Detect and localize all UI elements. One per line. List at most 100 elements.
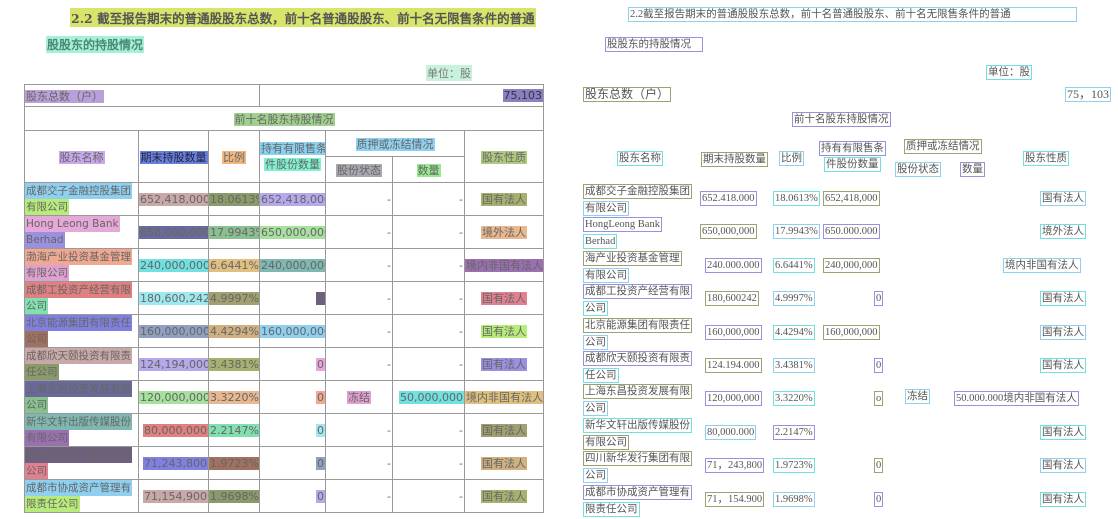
ocr-name-line: 北京能源集团有限责任: [583, 317, 692, 333]
ocr-ratio: 6.6441%: [773, 257, 815, 273]
ocr-ratio: 3.3220%: [773, 391, 815, 407]
ocr-qty: 652.418.000: [700, 191, 757, 206]
ocr-total-value: 75，103: [1065, 87, 1112, 102]
shares-held: 180,600,242: [139, 291, 208, 305]
share-ratio: 18.0613%: [209, 192, 259, 206]
shareholder-nature: 境外法人: [481, 226, 528, 239]
header-nature: 股东性质: [481, 150, 528, 164]
shareholder-nature: 国有法人: [481, 325, 528, 338]
ocr-nature: 国有法人: [1040, 291, 1086, 307]
shareholder-name-line: 有限公司: [25, 199, 69, 215]
ocr-restricted: 0: [874, 491, 884, 507]
ocr-name-line: 成都交子金融控股集团: [583, 184, 692, 199]
shareholder-name-line: 成都欣天颐投资有限责: [25, 348, 132, 364]
shareholder-table: 股东总数（户） 75,103 前十名股东持股情况 股东名称 期末持股数量 比例 …: [23, 84, 545, 513]
pledge-status: -: [387, 489, 392, 503]
shareholder-name-line: 上海东昌投资发展有限: [25, 381, 132, 397]
ocr-qty: 240.000.000: [705, 257, 762, 273]
shares-held: 650,000,000: [139, 225, 208, 239]
restricted-shares: 650,000,000: [260, 225, 325, 239]
pledge-qty: -: [459, 357, 464, 371]
share-ratio: 1.9723%: [209, 456, 259, 470]
restricted-shares: 0: [316, 489, 325, 503]
header-pledge: 质押或冻结情况: [355, 137, 435, 151]
pledge-status: -: [387, 225, 392, 239]
ocr-header: 股东名称: [617, 151, 663, 166]
shares-held: 120,000,000: [139, 390, 208, 404]
ocr-header: 股东性质: [1023, 151, 1069, 166]
ocr-header: 股份状态: [895, 162, 941, 177]
ocr-nature: 境外法人: [1040, 224, 1086, 240]
ocr-header: 持有有限售条: [819, 141, 886, 156]
shares-held: 240,000,000: [139, 258, 208, 272]
shareholder-name-line: 成都交子金融控股集团: [25, 183, 132, 199]
restricted-shares: 0: [316, 357, 325, 371]
shareholder-name-line: Hong Leong Bank: [25, 216, 120, 232]
ocr-qty: 80,000.000: [705, 424, 757, 440]
shareholder-name-line: 任公司: [25, 364, 59, 380]
shares-held: 71,243,800: [143, 456, 208, 470]
ocr-name-line: 成都欣天颐投资有限责: [583, 351, 692, 366]
ocr-ratio: 17.9943%: [773, 224, 820, 240]
restricted-shares: 0: [316, 456, 325, 470]
table-row: 渤海产业投资基金管理 有限公司 240,000,000 6.6441% 240,000,…: [24, 248, 545, 282]
restricted-shares: 0: [316, 390, 325, 404]
ocr-restricted: 160,000,000: [823, 324, 880, 340]
ocr-nature: 境内非国有法人: [1003, 257, 1081, 273]
pledge-status: -: [387, 456, 392, 470]
ocr-name-line: 限责任公司: [583, 501, 640, 517]
share-ratio: 3.3220%: [209, 390, 259, 404]
ocr-header: 比例: [779, 151, 804, 166]
ocr-restricted: 0: [874, 358, 884, 373]
share-ratio: 6.6441%: [209, 258, 259, 272]
ocr-ratio: 18.0613%: [773, 191, 820, 206]
ocr-name-line: 公司: [583, 301, 608, 317]
ocr-header: 质押或冻结情况: [904, 139, 982, 154]
shareholder-nature: 国有法人: [481, 457, 528, 470]
ocr-qty: 180,600242: [705, 291, 759, 307]
ocr-restricted: 0: [874, 291, 884, 307]
ocr-restricted: 650.000.000: [823, 224, 880, 240]
ocr-name-line: 上海东昌投资发展有限: [583, 384, 692, 400]
shareholder-name-line: Berhad: [25, 232, 65, 248]
ocr-name-line: 有限公司: [583, 434, 629, 450]
ocr-ratio: 1.9698%: [773, 491, 815, 507]
unit-label: 单位：股: [426, 65, 472, 81]
ocr-total-label: 股东总数（户）: [583, 87, 672, 102]
header-qty: 期末持股数量: [139, 150, 208, 164]
ocr-nature: 国有法人: [1040, 191, 1086, 206]
shares-held: 160,000,000: [139, 324, 208, 338]
shareholder-nature: 境内非国有法人: [465, 391, 544, 404]
restricted-shares: 0: [316, 291, 325, 305]
shareholder-name-line: 公司: [25, 397, 48, 413]
ocr-unit: 单位：股: [986, 65, 1032, 80]
header-ratio: 比例: [222, 150, 247, 164]
pledge-qty: -: [459, 225, 464, 239]
header-name: 股东名称: [58, 150, 105, 164]
total-shareholders-label: 股东总数（户）: [25, 89, 104, 103]
ocr-name-line: 海产业投资基金管理: [583, 250, 682, 266]
shareholder-name-line: 公司: [25, 463, 48, 479]
ocr-ratio: 1.9723%: [773, 458, 815, 474]
shares-held: 124,194,000: [139, 357, 208, 371]
ocr-qty: 120,000,000: [705, 391, 762, 407]
pledge-status: -: [387, 258, 392, 272]
ocr-name-line: 新华文轩出版传媒股份: [583, 417, 692, 433]
section-title: 2.2 截至报告期末的普通股股东总数，前十名普通股股东、前十名无限售条件的普通: [70, 8, 536, 27]
ocr-restricted: 240,000,000: [823, 257, 880, 273]
table-row: 北京能源集团有限责任 公司 160,000,000 4.4294% 160,000,00…: [24, 314, 545, 348]
ocr-name-line: 公司: [583, 468, 608, 484]
shareholder-nature: 国有法人: [481, 292, 528, 305]
ocr-name-line: 公司: [583, 401, 608, 417]
ocr-name-line: 成都工投资产经营有限: [583, 284, 692, 300]
total-shareholders-value: 75,103: [502, 89, 543, 102]
table-row: 成都市协成资产管理有 限责任公司 71,154,900 1.9698% 0 - - 国有法人: [24, 479, 545, 513]
share-ratio: 3.4381%: [209, 357, 259, 371]
shareholder-name-line: 北京能源集团有限责任: [25, 315, 132, 331]
share-ratio: 2.2147%: [209, 423, 259, 437]
table-row: 成都工投资产经营有限 公司 180,600,242 4.9997% 0 - - 国有法人: [24, 281, 545, 315]
restricted-shares: 240,000,000: [260, 258, 325, 272]
shareholder-name-line: 成都市协成资产管理有: [25, 480, 132, 496]
